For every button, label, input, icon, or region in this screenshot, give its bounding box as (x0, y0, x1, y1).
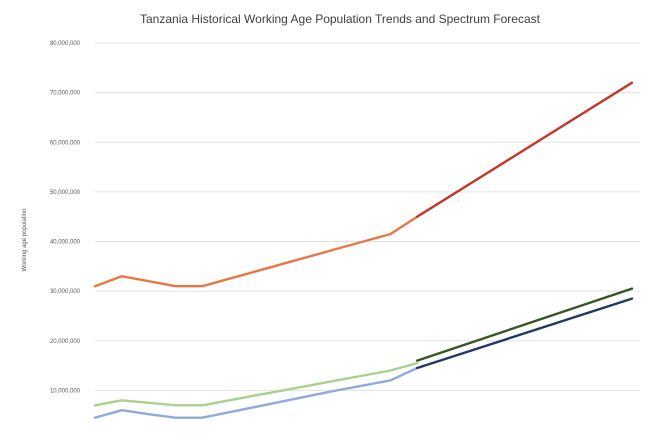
y-axis-label: Working age population (22, 209, 28, 272)
series-lines (93, 81, 634, 419)
y-tick-label: 70,000,000 (50, 91, 81, 97)
y-tick-label: 40,000,000 (50, 240, 81, 246)
y-tick-label: 80,000,000 (50, 41, 81, 47)
series-line-5 (416, 287, 634, 362)
y-tick-label: 60,000,000 (50, 140, 81, 146)
series-line-2 (416, 81, 634, 218)
y-axis-ticks: 10,000,000 20,000,000 30,000,000 40,000,000… (50, 41, 81, 394)
y-tick-label: 50,000,000 (50, 190, 81, 196)
series-line-4 (93, 366, 419, 419)
y-tick-label: 30,000,000 (50, 289, 81, 295)
chart-title: Tanzania Historical Working Age Populati… (140, 12, 541, 26)
series-line-3 (93, 361, 419, 407)
y-tick-label: 20,000,000 (50, 339, 81, 345)
series-line-6 (416, 297, 634, 370)
series-line-1 (93, 215, 419, 288)
y-tick-label: 10,000,000 (50, 388, 81, 394)
